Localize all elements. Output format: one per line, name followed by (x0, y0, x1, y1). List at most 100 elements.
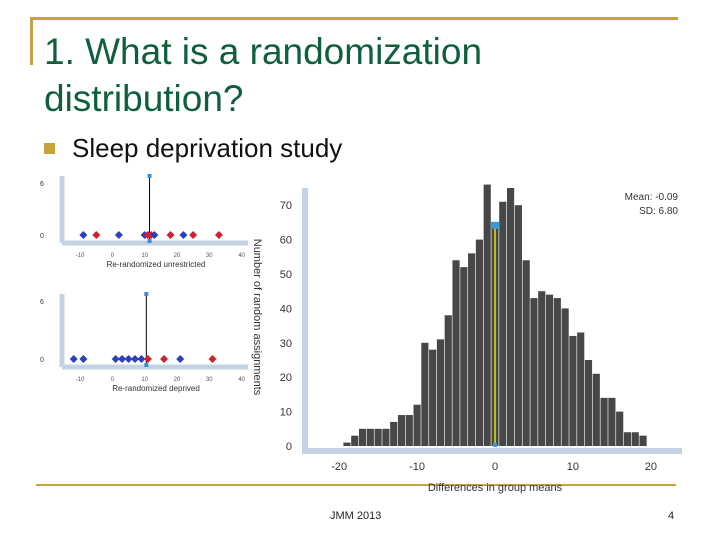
footer-text: JMM 2013 (330, 510, 382, 522)
x-tick-label: 40 (238, 253, 245, 259)
y-tick-label: 40 (280, 303, 292, 315)
page-number: 4 (668, 510, 675, 522)
histogram-bar (639, 435, 647, 446)
y-tick-label: 10 (280, 407, 292, 419)
histogram-bar (421, 342, 429, 446)
histogram-bar (522, 260, 530, 446)
y-tick-label: 0 (40, 233, 44, 240)
frame-bottom-rule (36, 484, 676, 486)
data-point (208, 355, 217, 363)
histogram-bar (452, 260, 460, 446)
slide-title: 1. What is a randomization distribution? (44, 31, 483, 119)
x-tick-label: 10 (141, 253, 148, 259)
x-tick-label: -10 (76, 253, 85, 259)
y-tick-label: 30 (280, 338, 292, 350)
histogram-bar (351, 435, 359, 446)
data-point (111, 355, 120, 363)
histogram-bar (382, 428, 390, 446)
data-point (69, 355, 78, 363)
bullet-text: Sleep deprivation study (72, 133, 343, 163)
frame-left-rule (30, 17, 33, 65)
plot-area (64, 176, 248, 243)
x-axis-label: Re-randomized deprived (112, 384, 200, 393)
x-tick-label: 20 (174, 377, 181, 383)
histogram-bar (584, 360, 593, 446)
histogram-bar (623, 432, 632, 446)
y-axis-label: Number of random assignments (251, 239, 263, 396)
data-point (118, 355, 127, 363)
histogram-bar (569, 335, 577, 446)
data-point (143, 355, 152, 363)
mean-marker (144, 363, 149, 367)
histogram-bar (608, 397, 616, 446)
x-tick-label: 10 (567, 461, 579, 473)
mean-marker (491, 221, 499, 229)
x-tick-label: 40 (238, 377, 245, 383)
x-tick-label: 0 (492, 461, 498, 473)
x-tick-label: 20 (645, 461, 657, 473)
histogram-bar (390, 421, 398, 446)
mean-marker (144, 292, 149, 296)
histogram-bar (397, 415, 406, 446)
data-point (189, 231, 198, 239)
x-tick-label: 0 (111, 253, 115, 259)
histogram-bar (429, 349, 437, 446)
histogram-bar (514, 205, 522, 446)
histogram-bar (506, 188, 515, 446)
randomization-histogram: 0 10 20 30 40 50 60 70 -20 -10 0 10 20 Differences in… (251, 184, 682, 494)
y-tick-label: 0 (40, 357, 44, 364)
stat-sd: SD: 6.80 (639, 206, 678, 217)
histogram-bar (366, 428, 374, 446)
histogram-bar (444, 315, 452, 446)
histogram-bar (616, 411, 624, 446)
x-axis-label: Re-randomized unrestricted (107, 260, 206, 269)
data-point (176, 355, 185, 363)
x-tick-label: 30 (206, 253, 213, 259)
x-tick-label: -10 (76, 377, 85, 383)
y-tick-label: 6 (40, 299, 44, 306)
y-tick-label: 50 (280, 269, 292, 281)
dotplot-deprived: 6 0 -10 0 10 20 30 40 Re-randomized deprived (40, 292, 248, 393)
data-point (124, 355, 133, 363)
histogram-bar (483, 184, 491, 446)
histogram-bar (468, 253, 476, 446)
histogram-bar (600, 397, 608, 446)
x-tick-label: -10 (409, 461, 425, 473)
data-point (179, 231, 188, 239)
data-point (214, 231, 223, 239)
x-tick-label: 10 (141, 377, 148, 383)
data-point (150, 231, 159, 239)
plot-area (64, 294, 248, 367)
data-point (137, 355, 146, 363)
data-point (79, 231, 88, 239)
data-point (114, 231, 123, 239)
histogram-bar (343, 442, 351, 446)
histogram-bar (553, 298, 561, 446)
histogram-bar (592, 373, 600, 446)
dotplot-unrestricted: 6 0 -10 0 10 20 30 40 Re-randomized unrestricted (40, 174, 248, 269)
histogram-bar (475, 239, 484, 446)
y-tick-label: 60 (280, 235, 292, 247)
data-point (79, 355, 88, 363)
x-tick-label: -20 (331, 461, 347, 473)
histogram-bar (577, 332, 585, 446)
histogram-bar (538, 291, 546, 446)
mean-marker (493, 443, 497, 447)
x-tick-label: 30 (206, 377, 213, 383)
histogram-bar (460, 267, 468, 446)
histogram-bar (405, 415, 413, 446)
histogram-bar (436, 339, 445, 446)
frame-top-rule (30, 17, 678, 20)
histogram-bar (413, 404, 421, 446)
y-tick-label: 20 (280, 372, 292, 384)
x-tick-label: 20 (174, 253, 181, 259)
mean-marker (147, 174, 152, 178)
data-point (131, 355, 140, 363)
data-point (160, 355, 169, 363)
mean-marker (147, 239, 152, 243)
histogram-bar (530, 298, 538, 446)
y-tick-label: 6 (40, 181, 44, 188)
y-tick-label: 0 (286, 441, 292, 453)
stat-mean: Mean: -0.09 (625, 192, 679, 203)
data-point (92, 231, 101, 239)
